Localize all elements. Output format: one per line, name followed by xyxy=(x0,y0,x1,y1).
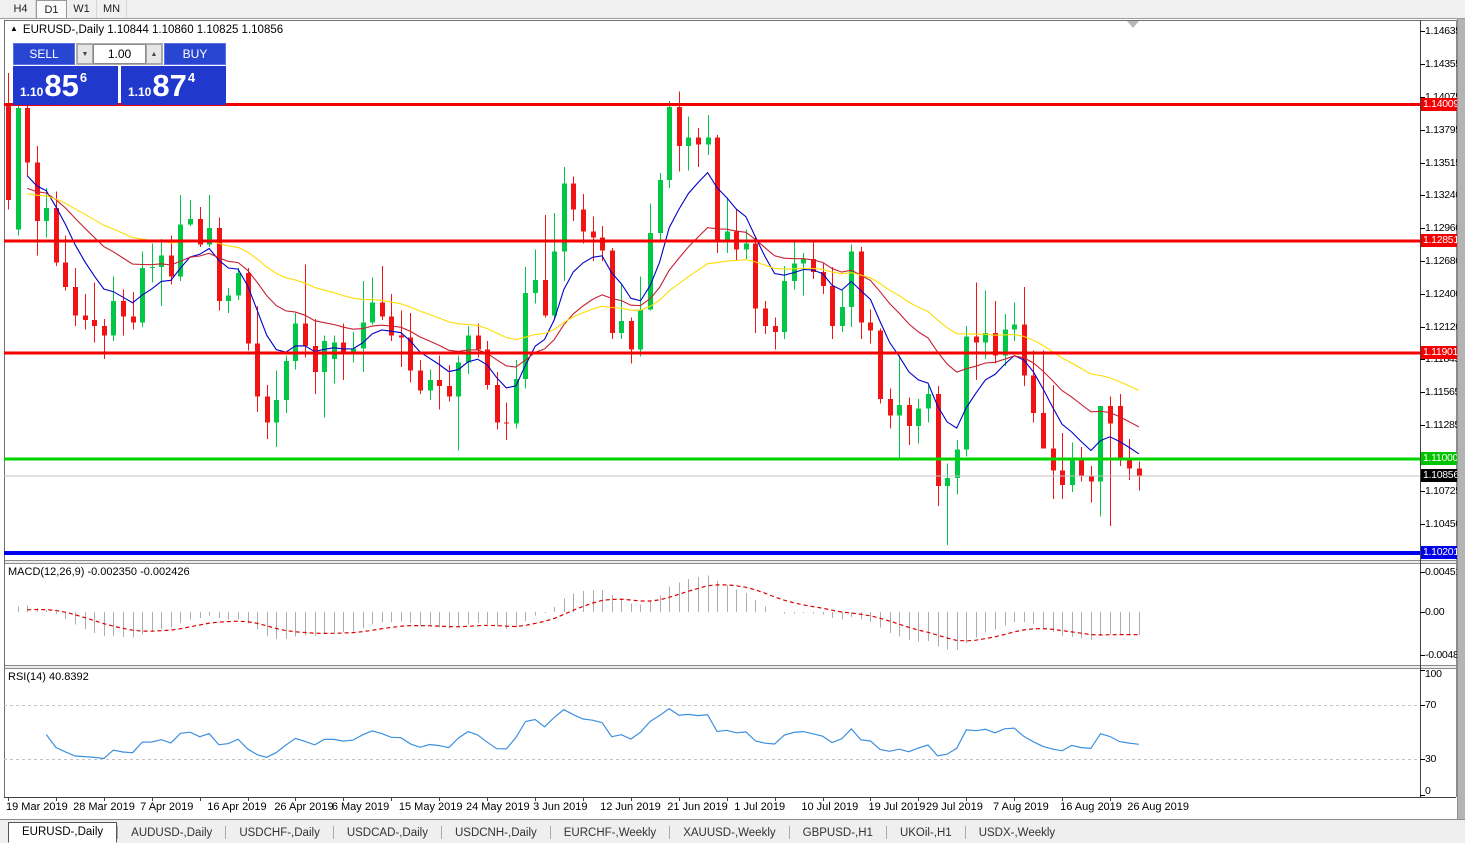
date-label: 21 Jun 2019 xyxy=(667,801,728,813)
current-price-badge: 1.10856 xyxy=(1421,468,1459,482)
tab-separator xyxy=(669,826,671,839)
date-label: 16 Apr 2019 xyxy=(207,801,267,813)
price-tick-label: 1.14355 xyxy=(1425,57,1461,70)
date-label: 15 May 2019 xyxy=(398,801,463,813)
tab-usdx-weekly[interactable]: USDX-,Weekly xyxy=(978,827,1056,839)
date-label: 1 Jul 2019 xyxy=(734,801,786,813)
collapse-triangle-icon[interactable]: ▲ xyxy=(10,24,18,33)
date-label: 7 Apr 2019 xyxy=(140,801,194,813)
volume-increase-button[interactable]: ▲ xyxy=(146,44,162,64)
price-tick-label: 1.14635 xyxy=(1425,25,1461,37)
price-tick-label: 1.11285 xyxy=(1425,419,1461,432)
price-tick-label: 1.12400 xyxy=(1425,288,1461,301)
buy-price-box[interactable]: 1.10 87 4 xyxy=(121,66,226,105)
sell-price-main: 85 xyxy=(44,67,79,103)
rsi-tick-label: 70 xyxy=(1425,699,1437,712)
rsi-tick-label: 30 xyxy=(1425,753,1437,766)
tab-separator xyxy=(440,826,442,839)
date-label: 28 Mar 2019 xyxy=(73,801,135,813)
tab-usdchf-daily[interactable]: USDCHF-,Daily xyxy=(239,827,320,839)
price-tick-label: 1.12680 xyxy=(1425,255,1461,268)
tab-gbpusd-h1[interactable]: GBPUSD-,H1 xyxy=(802,827,873,839)
chart-title-text: EURUSD-,Daily 1.10844 1.10860 1.10825 1.… xyxy=(22,24,284,36)
level-price-badge: 1.11901 xyxy=(1421,345,1459,359)
date-label: 24 May 2019 xyxy=(465,801,530,813)
date-label: 26 Aug 2019 xyxy=(1127,801,1189,813)
date-label: 19 Jul 2019 xyxy=(868,801,926,813)
timeframe-button-h4[interactable]: H4 xyxy=(6,0,36,18)
timeframe-button-mn[interactable]: MN xyxy=(97,0,127,18)
price-tick-label: 1.13795 xyxy=(1425,123,1461,136)
date-label: 12 Jun 2019 xyxy=(600,801,661,813)
tab-separator xyxy=(964,826,966,839)
chart-tab-bar: EURUSD-,Daily AUDUSD-,Daily USDCHF-,Daily U… xyxy=(0,819,1465,843)
macd-label: MACD(12,26,9) -0.002350 -0.002426 xyxy=(8,566,190,578)
window-edge xyxy=(1457,19,1465,819)
macd-tick-label: 0.004517 xyxy=(1425,565,1465,578)
tab-separator xyxy=(117,826,119,839)
tab-ukoil-h1[interactable]: UKOil-,H1 xyxy=(899,827,952,839)
date-label: 16 Aug 2019 xyxy=(1060,801,1122,813)
rsi-tick-label: 0 xyxy=(1425,785,1431,797)
level-price-badge: 1.10201 xyxy=(1421,546,1459,559)
macd-tick-label: -0.004806 xyxy=(1425,648,1465,661)
tab-audusd-daily[interactable]: AUDUSD-,Daily xyxy=(131,827,213,839)
date-label: 6 May 2019 xyxy=(331,801,390,813)
tab-usdcad-daily[interactable]: USDCAD-,Daily xyxy=(346,827,428,839)
date-label: 3 Jun 2019 xyxy=(533,801,588,813)
price-tick-label: 1.12120 xyxy=(1425,321,1461,334)
sell-button[interactable]: SELL xyxy=(13,43,75,65)
tab-usdcnh-daily[interactable]: USDCNH-,Daily xyxy=(454,827,537,839)
tab-xauusd-weekly[interactable]: XAUUSD-,Weekly xyxy=(683,827,776,839)
tab-separator xyxy=(549,826,551,839)
timeframe-button-w1[interactable]: W1 xyxy=(67,0,97,18)
level-price-badge: 1.12851 xyxy=(1421,234,1459,248)
date-label: 19 Mar 2019 xyxy=(6,801,68,813)
price-tick-label: 1.13515 xyxy=(1425,156,1461,169)
rsi-tick-label: 100 xyxy=(1425,668,1442,680)
buy-price-main: 87 xyxy=(152,67,187,103)
level-price-badge: 1.14009 xyxy=(1421,97,1459,111)
price-tick-label: 1.11565 xyxy=(1425,386,1461,399)
sell-price-prefix: 1.10 xyxy=(20,85,44,99)
tab-separator xyxy=(788,826,790,839)
date-label: 7 Aug 2019 xyxy=(993,801,1049,813)
buy-price-pip: 4 xyxy=(187,70,196,85)
buy-button[interactable]: BUY xyxy=(164,43,226,65)
tab-eurusd-daily[interactable]: EURUSD-,Daily xyxy=(8,822,118,843)
timeframe-button-d1[interactable]: D1 xyxy=(36,0,67,18)
price-tick-label: 1.12960 xyxy=(1425,222,1461,235)
volume-spinner: ▼ ▲ xyxy=(76,43,163,65)
sell-price-box[interactable]: 1.10 85 6 xyxy=(13,66,118,105)
tab-eurchf-weekly[interactable]: EURCHF-,Weekly xyxy=(563,827,657,839)
macd-tick-label: 0.00 xyxy=(1425,606,1445,618)
price-tick-label: 1.10725 xyxy=(1425,485,1461,498)
tab-separator xyxy=(885,826,887,839)
chart-title: ▲ EURUSD-,Daily 1.10844 1.10860 1.10825 1… xyxy=(10,24,283,36)
level-price-badge: 1.11000 xyxy=(1421,451,1459,465)
volume-input[interactable] xyxy=(93,44,146,64)
price-tick-label: 1.13240 xyxy=(1425,189,1461,202)
rsi-label: RSI(14) 40.8392 xyxy=(8,671,89,683)
date-label: 10 Jul 2019 xyxy=(801,801,859,813)
volume-decrease-button[interactable]: ▼ xyxy=(77,44,93,64)
sell-price-pip: 6 xyxy=(79,70,88,85)
buy-price-prefix: 1.10 xyxy=(128,85,152,99)
date-label: 26 Apr 2019 xyxy=(274,801,334,813)
one-click-trade-panel: SELL ▼ ▲ BUY 1.10 85 6 1.10 87 4 xyxy=(13,43,226,105)
price-tick-label: 1.10450 xyxy=(1425,517,1461,530)
timeframe-toolbar: H4 D1 W1 MN xyxy=(0,0,1465,19)
tab-separator xyxy=(225,826,227,839)
date-label: 29 Jul 2019 xyxy=(925,801,983,813)
tab-separator xyxy=(332,826,334,839)
